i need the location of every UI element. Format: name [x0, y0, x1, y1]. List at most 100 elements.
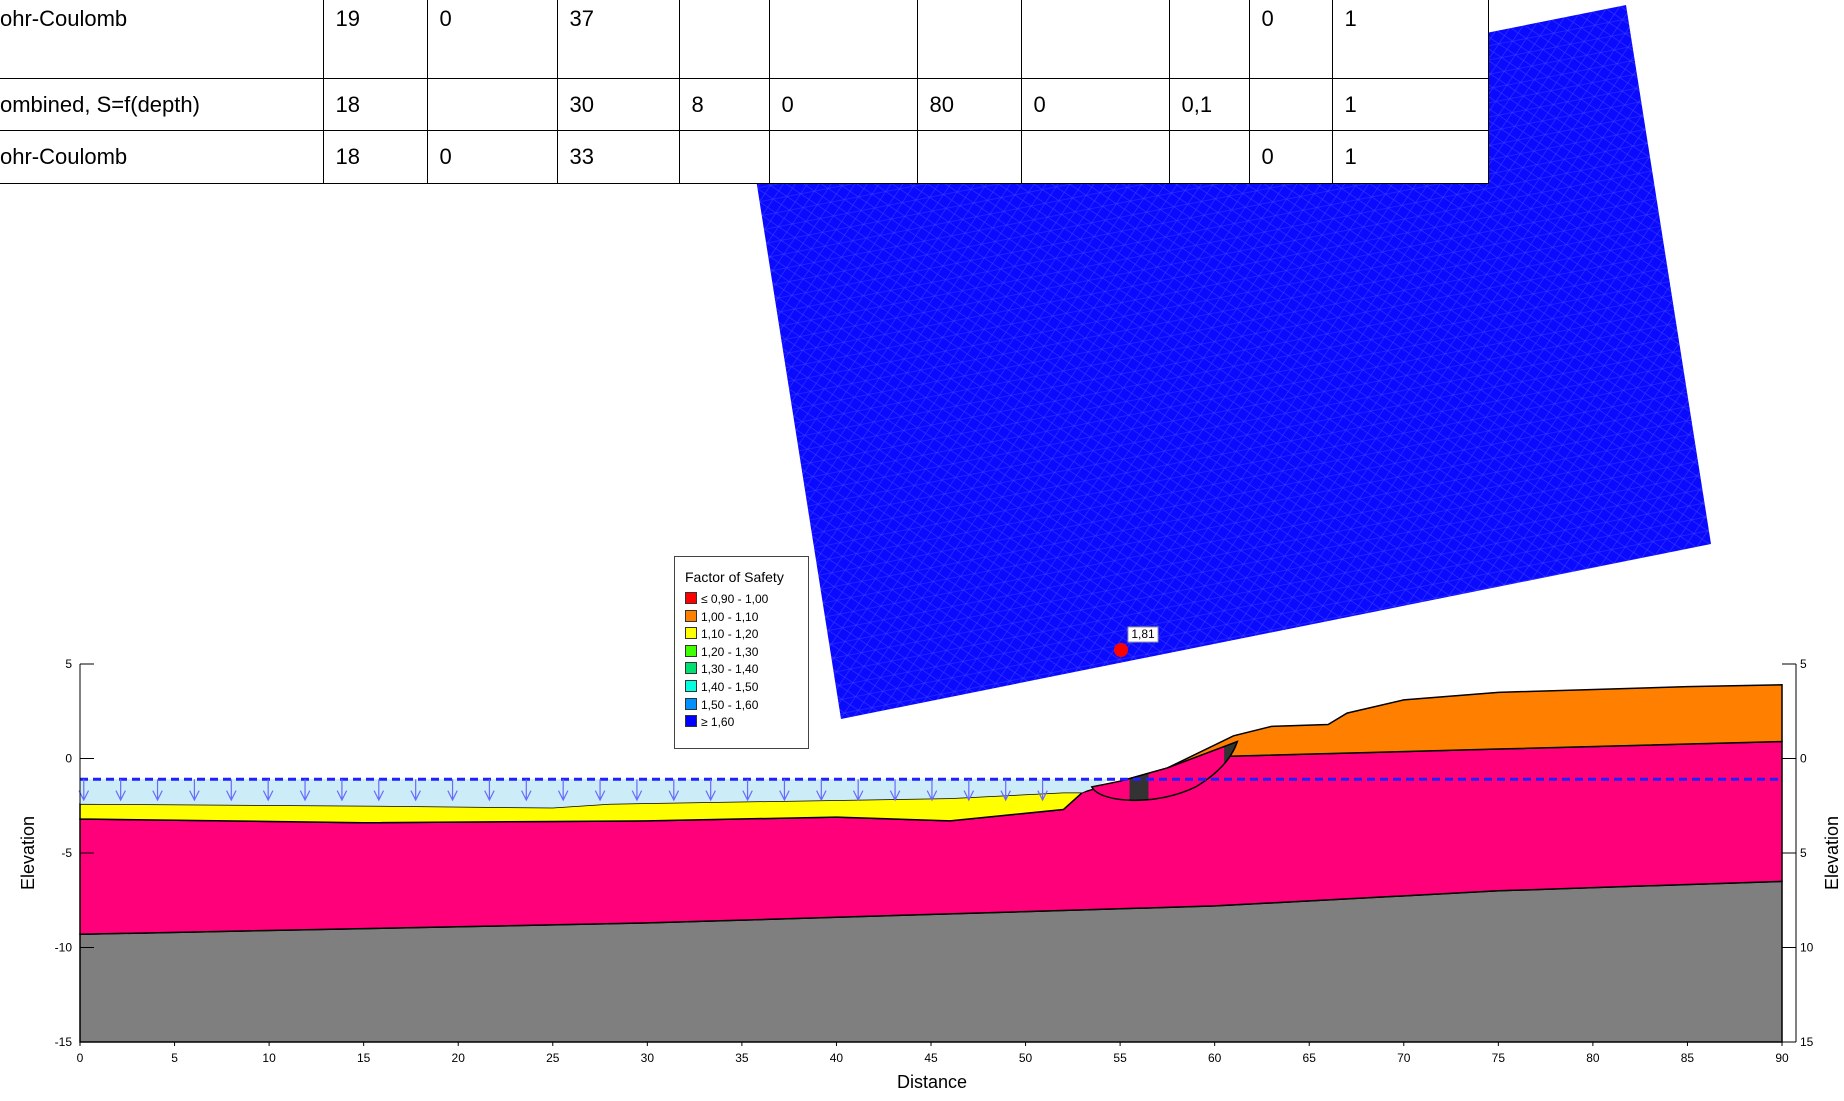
legend-swatch: [685, 715, 697, 728]
legend-swatch: [685, 679, 697, 692]
cell: 0: [426, 0, 558, 79]
cell: 0: [426, 130, 558, 184]
axes: 0 5 10 15 20 25 30 35 40 45 50 55 60 65 70 75 80 85 9050-5…: [55, 657, 1814, 1065]
load-arrow: [964, 779, 973, 800]
cell: 1: [1331, 0, 1489, 79]
load-arrow: [817, 779, 826, 800]
cell: ohr-Coulomb: [0, 130, 324, 184]
cell: ombined, S=f(depth): [0, 78, 324, 131]
legend-label: 1,20 - 1,30: [701, 644, 759, 659]
critical-center: [1114, 643, 1128, 657]
materials-table: ohr-Coulomb 19 0 37 0 1 ombined, S=f(depth) 18…: [0, 0, 1489, 184]
x-tick-label: 10: [262, 1051, 276, 1065]
cell: 1: [1331, 78, 1489, 131]
legend-label: 1,40 - 1,50: [701, 679, 759, 694]
legend-item: 1,40 - 1,50: [685, 679, 808, 697]
cell: 0: [1020, 78, 1170, 131]
legend-label: 1,10 - 1,20: [701, 627, 759, 642]
x-tick-label: 55: [1113, 1051, 1127, 1065]
cell: 37: [556, 0, 680, 79]
load-arrow: [706, 779, 715, 800]
load-arrow: [116, 779, 125, 800]
load-arrow: [263, 779, 272, 800]
x-tick-label: 50: [1019, 1051, 1033, 1065]
y-tick-label: -10: [55, 941, 73, 955]
legend-item: 1,50 - 1,60: [685, 697, 808, 715]
load-arrow: [190, 779, 199, 800]
load-arrow: [780, 779, 789, 800]
load-arrow: [300, 779, 309, 800]
y-tick-label: 5: [1800, 846, 1807, 860]
x-tick-label: 15: [357, 1051, 371, 1065]
load-arrow: [595, 779, 604, 800]
legend-item: ≤ 0,90 - 1,00: [685, 591, 808, 609]
x-axis-label: Distance: [897, 1072, 967, 1092]
legend-label: 1,50 - 1,60: [701, 697, 759, 712]
legend-swatch: [685, 592, 697, 604]
legend-swatch: [685, 697, 697, 710]
load-arrow: [79, 779, 88, 800]
load-arrow: [374, 779, 383, 800]
legend-swatch: [685, 609, 697, 622]
load-arrow: [632, 779, 641, 800]
x-tick-label: 25: [546, 1051, 560, 1065]
load-arrow: [485, 779, 494, 800]
cross-section: [79, 685, 1782, 1042]
fos-label: 1,81: [1131, 627, 1155, 641]
legend-label: 1,30 - 1,40: [701, 662, 759, 677]
cell: 80: [916, 78, 1022, 131]
y-tick-label: 5: [65, 657, 72, 671]
legend-label: 1,00 - 1,10: [701, 609, 759, 624]
cell: 8: [678, 78, 770, 131]
x-tick-label: 0: [77, 1051, 84, 1065]
y-tick-label: 5: [1800, 657, 1807, 671]
x-tick-label: 80: [1586, 1051, 1600, 1065]
legend-item: 1,20 - 1,30: [685, 644, 808, 662]
cell: ohr-Coulomb: [0, 0, 324, 79]
y-tick-label: 15: [1800, 1035, 1814, 1049]
x-tick-label: 30: [641, 1051, 655, 1065]
x-tick-label: 90: [1775, 1051, 1789, 1065]
legend-item: 1,30 - 1,40: [685, 661, 808, 679]
cell: 0: [1248, 0, 1333, 79]
legend-item: ≥ 1,60: [685, 714, 808, 732]
cell: 0: [768, 78, 918, 131]
load-arrow: [669, 779, 678, 800]
x-tick-label: 20: [452, 1051, 466, 1065]
y-tick-label: -15: [55, 1035, 73, 1049]
x-tick-label: 45: [924, 1051, 938, 1065]
y-axis-label: Elevation: [1822, 816, 1842, 890]
legend-swatch: [685, 644, 697, 657]
legend-label: ≤ 0,90 - 1,00: [701, 592, 769, 606]
legend-title: Factor of Safety: [685, 569, 784, 585]
legend-item: 1,00 - 1,10: [685, 609, 808, 627]
cell: 30: [556, 78, 680, 131]
y-tick-label: 0: [65, 752, 72, 766]
legend-item: 1,10 - 1,20: [685, 626, 808, 644]
cell: 33: [556, 130, 680, 184]
x-tick-label: 40: [830, 1051, 844, 1065]
cell: 1: [1331, 130, 1489, 184]
load-arrow: [522, 779, 531, 800]
y-tick-label: 10: [1800, 941, 1814, 955]
load-arrow: [1038, 779, 1047, 800]
load-arrow: [890, 779, 899, 800]
cell: 0: [1248, 130, 1333, 184]
load-arrow: [153, 779, 162, 800]
legend-label: ≥ 1,60: [701, 715, 735, 730]
load-arrow: [853, 779, 862, 800]
x-tick-label: 35: [735, 1051, 749, 1065]
legend-swatch: [685, 627, 697, 640]
x-tick-label: 65: [1303, 1051, 1317, 1065]
x-tick-label: 70: [1397, 1051, 1411, 1065]
load-arrow: [558, 779, 567, 800]
load-arrow: [743, 779, 752, 800]
cell: 18: [322, 78, 428, 131]
cell: 0,1: [1168, 78, 1250, 131]
load-arrow: [411, 779, 420, 800]
x-tick-label: 85: [1681, 1051, 1695, 1065]
x-tick-label: 75: [1492, 1051, 1506, 1065]
load-arrow: [927, 779, 936, 800]
y-tick-label: -5: [61, 846, 72, 860]
